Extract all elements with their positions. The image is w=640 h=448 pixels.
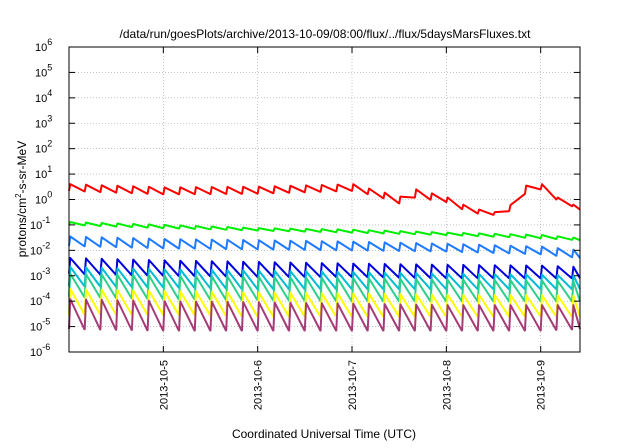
y-tick-label-base: 10 bbox=[30, 347, 42, 359]
y-tick-label-base: 10 bbox=[35, 93, 47, 105]
y-tick-label-exp: -1 bbox=[42, 215, 50, 225]
y-tick-label: 106 bbox=[35, 37, 52, 54]
y-tick-label-exp: 0 bbox=[47, 190, 52, 200]
x-tick-label: 2013-10-7 bbox=[347, 360, 359, 410]
series-line-5 bbox=[68, 266, 581, 290]
y-tick-label: 10-2 bbox=[30, 240, 50, 257]
y-tick-label-base: 10 bbox=[35, 169, 47, 181]
y-axis-label-base: protons/cm bbox=[15, 198, 29, 257]
y-tick-label-exp: 2 bbox=[47, 139, 52, 149]
y-tick-label: 101 bbox=[35, 164, 52, 181]
chart-title: /data/run/goesPlots/archive/2013-10-09/0… bbox=[120, 27, 532, 41]
y-tick-labels: 10-610-510-410-310-210-11001011021031041… bbox=[30, 37, 52, 359]
series-line-3 bbox=[68, 235, 581, 259]
y-tick-label-exp: -3 bbox=[42, 266, 50, 276]
series-line-1 bbox=[68, 183, 581, 216]
y-tick-label-base: 10 bbox=[30, 245, 42, 257]
y-tick-label-base: 10 bbox=[30, 322, 42, 334]
y-tick-label-base: 10 bbox=[30, 296, 42, 308]
x-tick-label: 2013-10-6 bbox=[253, 360, 265, 410]
y-tick-label: 10-5 bbox=[30, 317, 50, 334]
x-tick-labels: 2013-10-5 2013-10-6 2013-10-7 2013-10-8 2013… bbox=[158, 360, 547, 410]
y-tick-label-base: 10 bbox=[30, 220, 42, 232]
series-line-4 bbox=[68, 257, 581, 280]
y-tick-label-base: 10 bbox=[30, 271, 42, 283]
y-tick-label-base: 10 bbox=[35, 42, 47, 54]
y-tick-label: 10-1 bbox=[30, 215, 50, 232]
y-tick-label-base: 10 bbox=[35, 144, 47, 156]
y-axis-label-rest: -s-sr-MeV bbox=[15, 141, 29, 194]
y-tick-label-exp: 4 bbox=[47, 88, 52, 98]
x-tick-label: 2013-10-5 bbox=[158, 360, 170, 410]
x-tick-label: 2013-10-8 bbox=[441, 360, 453, 410]
y-tick-label: 10-6 bbox=[30, 342, 50, 359]
y-tick-label-base: 10 bbox=[35, 118, 47, 130]
data-series bbox=[68, 183, 581, 332]
y-tick-label-exp: -6 bbox=[42, 342, 50, 352]
x-tick-label: 2013-10-9 bbox=[536, 360, 548, 410]
x-axis-label: Coordinated Universal Time (UTC) bbox=[232, 427, 416, 441]
y-tick-label: 102 bbox=[35, 139, 52, 156]
series-line-6 bbox=[68, 272, 581, 303]
y-tick-label-exp: -5 bbox=[42, 317, 50, 327]
axis-ticks bbox=[69, 46, 580, 353]
y-axis-label-sup: 2 bbox=[14, 193, 23, 198]
y-tick-label: 10-4 bbox=[30, 291, 50, 308]
y-tick-label-exp: 6 bbox=[47, 37, 52, 47]
y-tick-label-base: 10 bbox=[35, 67, 47, 79]
y-tick-label: 100 bbox=[35, 190, 52, 207]
y-tick-label: 104 bbox=[35, 88, 52, 105]
series-line-8 bbox=[68, 298, 581, 332]
series-line-2 bbox=[68, 221, 581, 242]
y-tick-label-exp: 5 bbox=[47, 62, 52, 72]
y-tick-label-exp: 3 bbox=[47, 113, 52, 123]
y-tick-label-base: 10 bbox=[35, 195, 47, 207]
y-axis-label: protons/cm2-s-sr-MeV bbox=[14, 141, 29, 257]
y-tick-label: 10-3 bbox=[30, 266, 50, 283]
y-tick-label: 105 bbox=[35, 62, 52, 79]
y-tick-label-exp: -4 bbox=[42, 291, 50, 301]
series-line-7 bbox=[68, 288, 581, 318]
y-tick-label-exp: 1 bbox=[47, 164, 52, 174]
y-tick-label: 103 bbox=[35, 113, 52, 130]
y-tick-label-exp: -2 bbox=[42, 240, 50, 250]
